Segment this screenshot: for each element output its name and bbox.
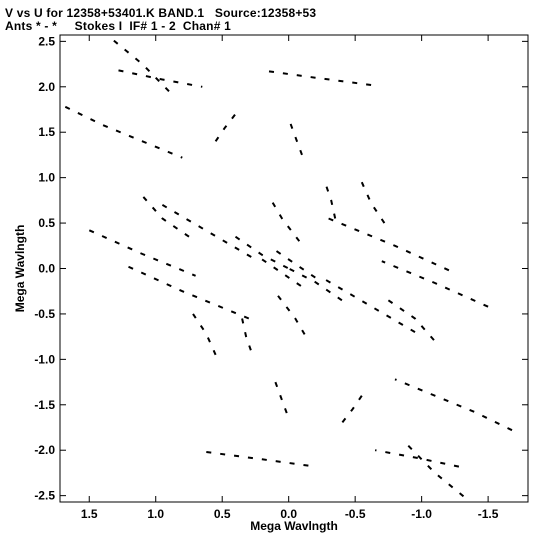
uv-track [394,378,513,432]
uv-track [407,445,469,501]
chart-subtitle: Ants * - * Stokes I IF# 1 - 2 Chan# 1 [5,19,231,33]
uv-track [261,69,372,86]
uv-track [324,184,337,219]
uv-track [88,229,196,277]
uv-track [360,181,386,224]
x-tick-label: 1.0 [147,507,164,521]
uv-track [274,249,316,279]
y-tick-label: 2.0 [38,80,55,94]
y-tick-label: -1.0 [34,352,55,366]
uv-track [328,217,456,274]
uv-track [241,318,253,353]
y-axis-label: Mega Wavlngth [13,225,27,313]
uv-track [122,263,250,320]
uv-track [387,299,436,342]
x-tick-label: -1.5 [478,507,499,521]
uv-track [118,69,203,88]
x-tick-label: -1.0 [411,507,432,521]
uv-track [277,295,310,342]
uv-track [287,118,303,156]
x-tick-label: -0.5 [345,507,366,521]
y-tick-label: 1.5 [38,125,55,139]
uv-track [108,36,170,92]
y-tick-label: -2.5 [34,489,55,503]
x-axis-ticks: 1.5 1.0 0.5 0.0 -0.5 -1.0 -1.5 [81,35,499,521]
uv-track [381,260,489,308]
uv-track [234,235,290,270]
y-tick-label: -1.5 [34,398,55,412]
uv-track [64,105,183,159]
uv-track [261,258,303,288]
uv-track [321,276,416,333]
x-tick-label: 0.5 [214,507,231,521]
y-tick-label: -0.5 [34,307,55,321]
uv-track [267,195,301,242]
uv-track [161,204,256,261]
uv-track [206,451,316,468]
y-tick-label: 1.0 [38,171,55,185]
uv-track [214,113,237,142]
chart-title: V vs U for 12358+53401.K BAND.1 Source:1… [5,6,317,20]
y-tick-label: 0.0 [38,262,55,276]
uv-track [374,449,460,468]
y-tick-label: 2.5 [38,34,55,48]
x-tick-label: 0.0 [280,507,297,521]
uv-track [274,381,290,419]
y-tick-label: 0.5 [38,216,55,230]
uv-track [341,395,363,424]
y-tick-label: -2.0 [34,443,55,457]
x-axis-label: Mega Wavlngth [250,519,338,533]
uv-track [288,267,343,302]
uv-track [192,313,217,356]
data-marks [64,36,513,501]
x-tick-label: 1.5 [81,507,98,521]
y-axis-ticks: 2.5 2.0 1.5 1.0 0.5 0.0 -0.5 -1.0 -1.5 -2.0 -2.5 [34,34,528,503]
uv-track [141,195,190,238]
